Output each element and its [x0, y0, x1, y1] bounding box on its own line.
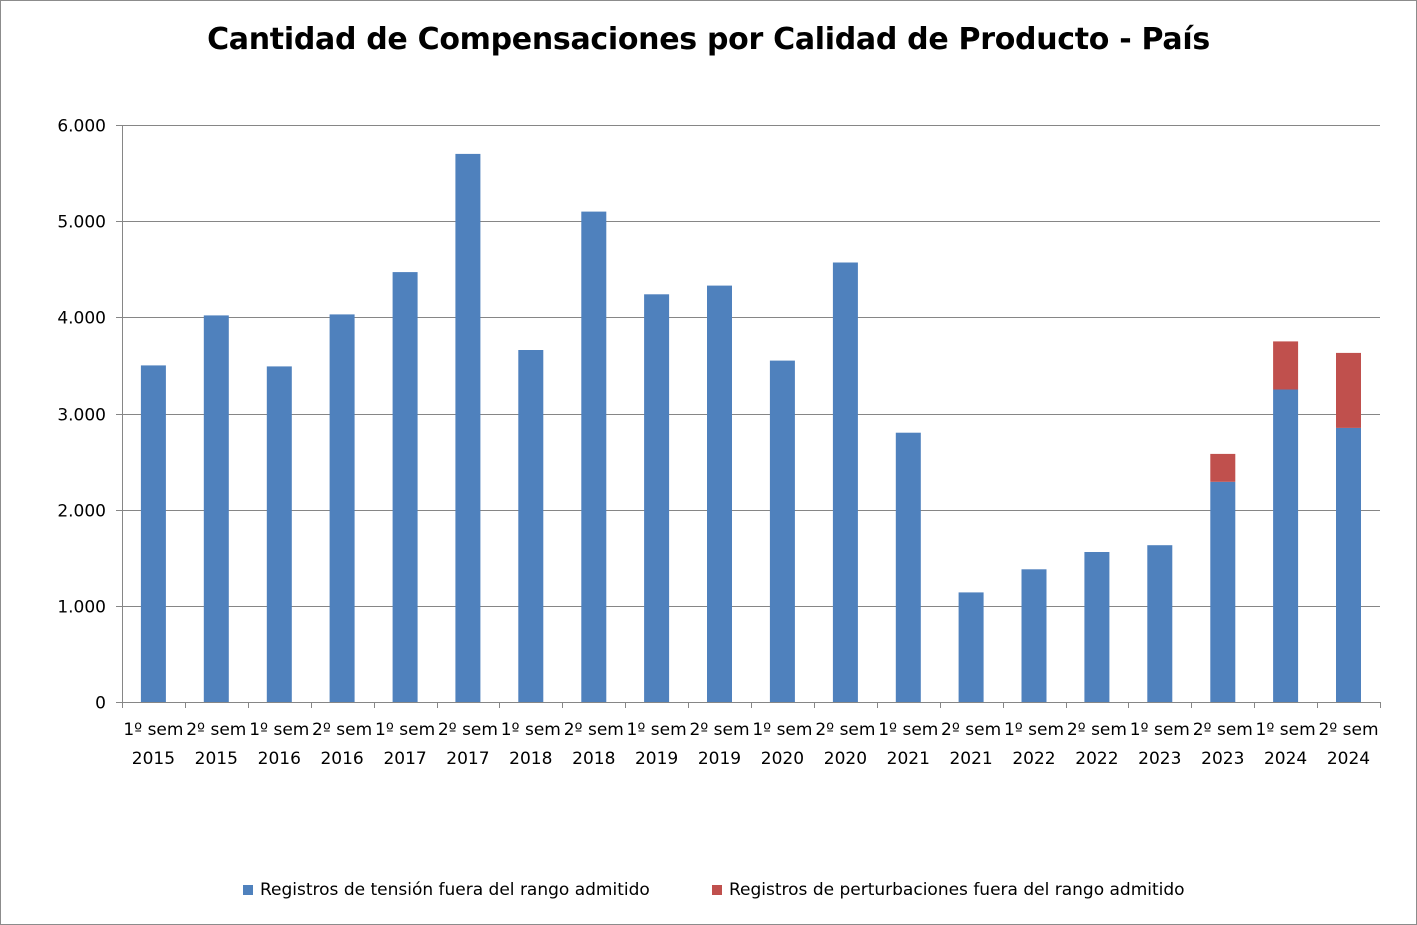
bar-series0-3 [329, 314, 355, 702]
x-tick-label-4-line1: 2017 [383, 749, 426, 769]
x-tick-label-8-line1: 2019 [635, 749, 678, 769]
x-tick-label-17-line1: 2023 [1201, 749, 1244, 769]
bar-series0-9 [707, 285, 732, 702]
x-tick-label-2-line1: 2016 [258, 749, 301, 769]
x-tick-label-3-line0: 2º sem [312, 720, 372, 740]
x-tick-label-15-line0: 2º sem [1067, 720, 1127, 740]
legend-swatch-perturbaciones [712, 885, 722, 895]
bar-series0-14 [1021, 569, 1047, 702]
bar-series0-2 [266, 366, 292, 702]
bar-series0-12 [895, 432, 921, 702]
bar-series1-19 [1336, 352, 1361, 428]
x-tick-label-13-line1: 2021 [949, 749, 992, 769]
bar-series0-18 [1273, 389, 1299, 702]
bar-series0-7 [581, 211, 607, 702]
y-tick-label-3: 3.000 [57, 406, 106, 426]
x-tick-label-14-line0: 1º sem [1004, 720, 1064, 740]
x-tick-label-15-line1: 2022 [1075, 749, 1118, 769]
x-tick-label-18-line0: 1º sem [1256, 720, 1316, 740]
bar-series0-1 [203, 315, 229, 702]
x-tick-label-5-line0: 2º sem [438, 720, 498, 740]
bar-series0-10 [769, 360, 795, 702]
bar-series0-6 [518, 350, 544, 702]
x-tick-label-16-line0: 1º sem [1130, 720, 1190, 740]
x-tick-label-9-line1: 2019 [698, 749, 741, 769]
y-tick-label-2: 2.000 [57, 502, 106, 522]
x-tick-label-19-line1: 2024 [1327, 749, 1370, 769]
bar-series0-13 [958, 592, 984, 702]
y-tick-label-6: 6.000 [57, 117, 106, 137]
bar-series0-5 [455, 153, 481, 702]
x-tick-label-7-line1: 2018 [572, 749, 615, 769]
x-tick-label-2-line0: 1º sem [249, 720, 309, 740]
x-tick-label-10-line0: 1º sem [752, 720, 812, 740]
x-tick-label-18-line1: 2024 [1264, 749, 1307, 769]
x-tick-label-3-line1: 2016 [320, 749, 363, 769]
y-tick-label-1: 1.000 [57, 598, 106, 618]
legend-label-perturbaciones: Registros de perturbaciones fuera del ra… [729, 880, 1185, 900]
bar-series0-0 [140, 365, 166, 702]
bar-series0-15 [1084, 552, 1110, 702]
x-tick-label-8-line0: 1º sem [627, 720, 687, 740]
legend-item-perturbaciones: Registros de perturbaciones fuera del ra… [712, 880, 1185, 900]
x-tick-label-0-line1: 2015 [132, 749, 175, 769]
x-tick-label-0-line0: 1º sem [123, 720, 183, 740]
bar-series0-4 [392, 272, 418, 702]
chart-title: Cantidad de Compensaciones por Calidad d… [207, 22, 1210, 57]
x-tick-label-6-line0: 1º sem [501, 720, 561, 740]
x-tick-label-7-line0: 2º sem [564, 720, 624, 740]
x-tick-label-14-line1: 2022 [1012, 749, 1055, 769]
x-tick-label-17-line0: 2º sem [1193, 720, 1253, 740]
x-tick-label-11-line1: 2020 [824, 749, 867, 769]
x-tick-label-10-line1: 2020 [761, 749, 804, 769]
x-tick-label-12-line1: 2021 [887, 749, 930, 769]
y-tick-label-0: 0 [95, 694, 106, 714]
legend-label-tension: Registros de tensión fuera del rango adm… [260, 880, 650, 900]
bar-series1-17 [1210, 453, 1236, 482]
bar-series0-16 [1147, 545, 1173, 702]
x-tick-label-5-line1: 2017 [446, 749, 489, 769]
bar-series1-18 [1273, 341, 1299, 390]
x-tick-label-4-line0: 1º sem [375, 720, 435, 740]
chart-legend: Registros de tensión fuera del rango adm… [0, 880, 1417, 904]
x-tick-label-6-line1: 2018 [509, 749, 552, 769]
x-tick-label-16-line1: 2023 [1138, 749, 1181, 769]
legend-item-tension: Registros de tensión fuera del rango adm… [243, 880, 650, 900]
x-tick-label-11-line0: 2º sem [815, 720, 875, 740]
x-tick-label-9-line0: 2º sem [689, 720, 749, 740]
x-tick-label-12-line0: 1º sem [878, 720, 938, 740]
bar-series0-8 [644, 294, 670, 702]
x-tick-label-19-line0: 2º sem [1318, 720, 1378, 740]
x-tick-label-1-line0: 2º sem [186, 720, 246, 740]
bar-series0-19 [1336, 427, 1361, 702]
bar-series0-17 [1210, 481, 1236, 702]
x-tick-label-13-line0: 2º sem [941, 720, 1001, 740]
y-tick-label-5: 5.000 [57, 213, 106, 233]
y-tick-label-4: 4.000 [57, 309, 106, 329]
legend-swatch-tension [243, 885, 253, 895]
bar-series0-11 [832, 262, 858, 702]
x-tick-label-1-line1: 2015 [195, 749, 238, 769]
